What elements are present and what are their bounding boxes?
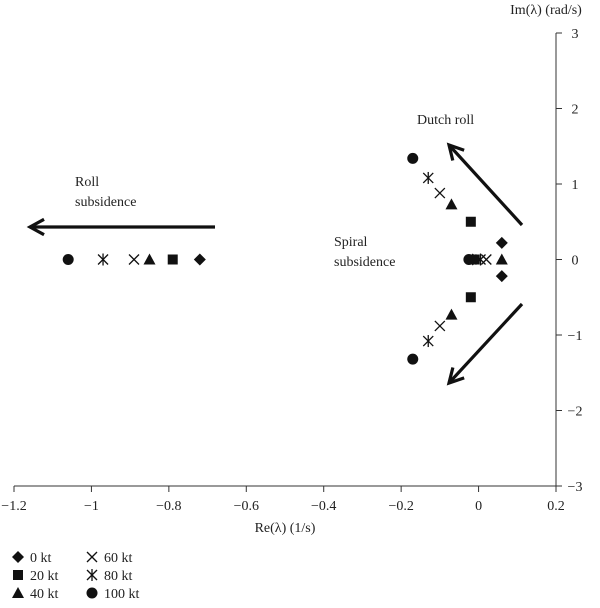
legend-marker	[86, 551, 98, 563]
legend-label: 40 kt	[30, 587, 59, 602]
x-ticks: −1.2 −1 −0.8 −0.6 −0.4 −0.2 0 0.2	[1, 486, 565, 514]
x-tick-label: 0.2	[547, 499, 565, 514]
legend-label: 100 kt	[104, 587, 140, 602]
legend-marker	[86, 587, 98, 599]
annotations: Roll subsidence Dutch roll Spiral subsidence	[75, 113, 474, 270]
arrow-head	[446, 367, 465, 386]
dutch-roll-arrow-up	[446, 142, 524, 227]
point-100-kt	[463, 254, 475, 265]
legend: 0 kt 20 kt 40 kt 60 kt 80 kt 100 kt	[12, 551, 140, 602]
point-0-kt	[193, 253, 206, 266]
legend-label: 80 kt	[104, 569, 133, 584]
y-tick-label: 2	[572, 103, 579, 118]
x-tick-label: −1.2	[1, 499, 26, 514]
point-20-kt	[465, 292, 476, 303]
point-0-kt	[495, 270, 508, 283]
point-60-kt	[128, 254, 140, 265]
spiral-subsidence-label: Spiral subsidence	[334, 235, 395, 270]
arrow-head	[446, 142, 465, 161]
x-tick-label: −0.2	[388, 499, 413, 514]
arrow-head	[26, 217, 45, 237]
y-tick-label: 0	[572, 254, 579, 269]
point-100-kt	[407, 152, 419, 164]
trend-arrows	[26, 142, 524, 386]
legend-item: 20 kt	[13, 569, 59, 584]
point-40-kt	[445, 198, 458, 210]
legend-label: 60 kt	[104, 551, 133, 566]
legend-marker	[12, 551, 24, 563]
x-axis-label: Re(λ) (1/s)	[255, 521, 316, 536]
point-80-kt	[422, 335, 434, 348]
legend-marker	[12, 587, 24, 598]
x-tick-label: 0	[475, 499, 482, 514]
x-tick-label: −0.8	[156, 499, 181, 514]
legend-item: 60 kt	[86, 551, 133, 566]
dutch-roll-arrow-down	[446, 302, 524, 386]
point-60-kt	[434, 320, 446, 332]
point-80-kt	[422, 171, 434, 184]
y-ticks: −3 −2 −1 0 1 2 3	[556, 27, 582, 495]
legend-item: 0 kt	[12, 551, 52, 566]
y-tick-label: 3	[572, 27, 579, 42]
point-20-kt	[469, 254, 480, 265]
point-100-kt	[407, 353, 419, 365]
y-tick-label: −3	[568, 480, 583, 495]
point-100-kt	[62, 254, 74, 265]
legend-item: 100 kt	[86, 587, 140, 602]
point-40-kt	[143, 253, 156, 265]
legend-item: 40 kt	[12, 587, 59, 602]
point-20-kt	[167, 254, 178, 265]
dutch-roll-label: Dutch roll	[417, 113, 474, 128]
y-axis-label: Im(λ) (rad/s)	[510, 3, 582, 18]
legend-label: 0 kt	[30, 551, 52, 566]
point-80-kt	[97, 253, 109, 266]
legend-marker	[86, 569, 98, 581]
arrow-shaft	[447, 143, 524, 227]
roll-subsidence-label: Roll subsidence	[75, 175, 136, 210]
x-tick-label: −0.6	[234, 499, 259, 514]
point-60-kt	[434, 187, 446, 199]
roll-arrow	[26, 217, 215, 237]
point-40-kt	[445, 308, 458, 320]
arrow-shaft	[447, 302, 524, 385]
data-points	[62, 152, 508, 365]
point-80-kt	[475, 253, 486, 266]
legend-marker	[13, 570, 23, 580]
legend-label: 20 kt	[30, 569, 59, 584]
point-60-kt	[480, 254, 492, 265]
y-tick-label: −2	[568, 405, 583, 420]
y-tick-label: 1	[572, 178, 579, 193]
point-20-kt	[465, 216, 476, 227]
point-40-kt	[495, 253, 508, 265]
y-tick-label: −1	[568, 329, 583, 344]
legend-item: 80 kt	[86, 569, 133, 584]
x-tick-label: −1	[84, 499, 99, 514]
point-0-kt	[495, 236, 508, 249]
x-tick-label: −0.4	[311, 499, 336, 514]
